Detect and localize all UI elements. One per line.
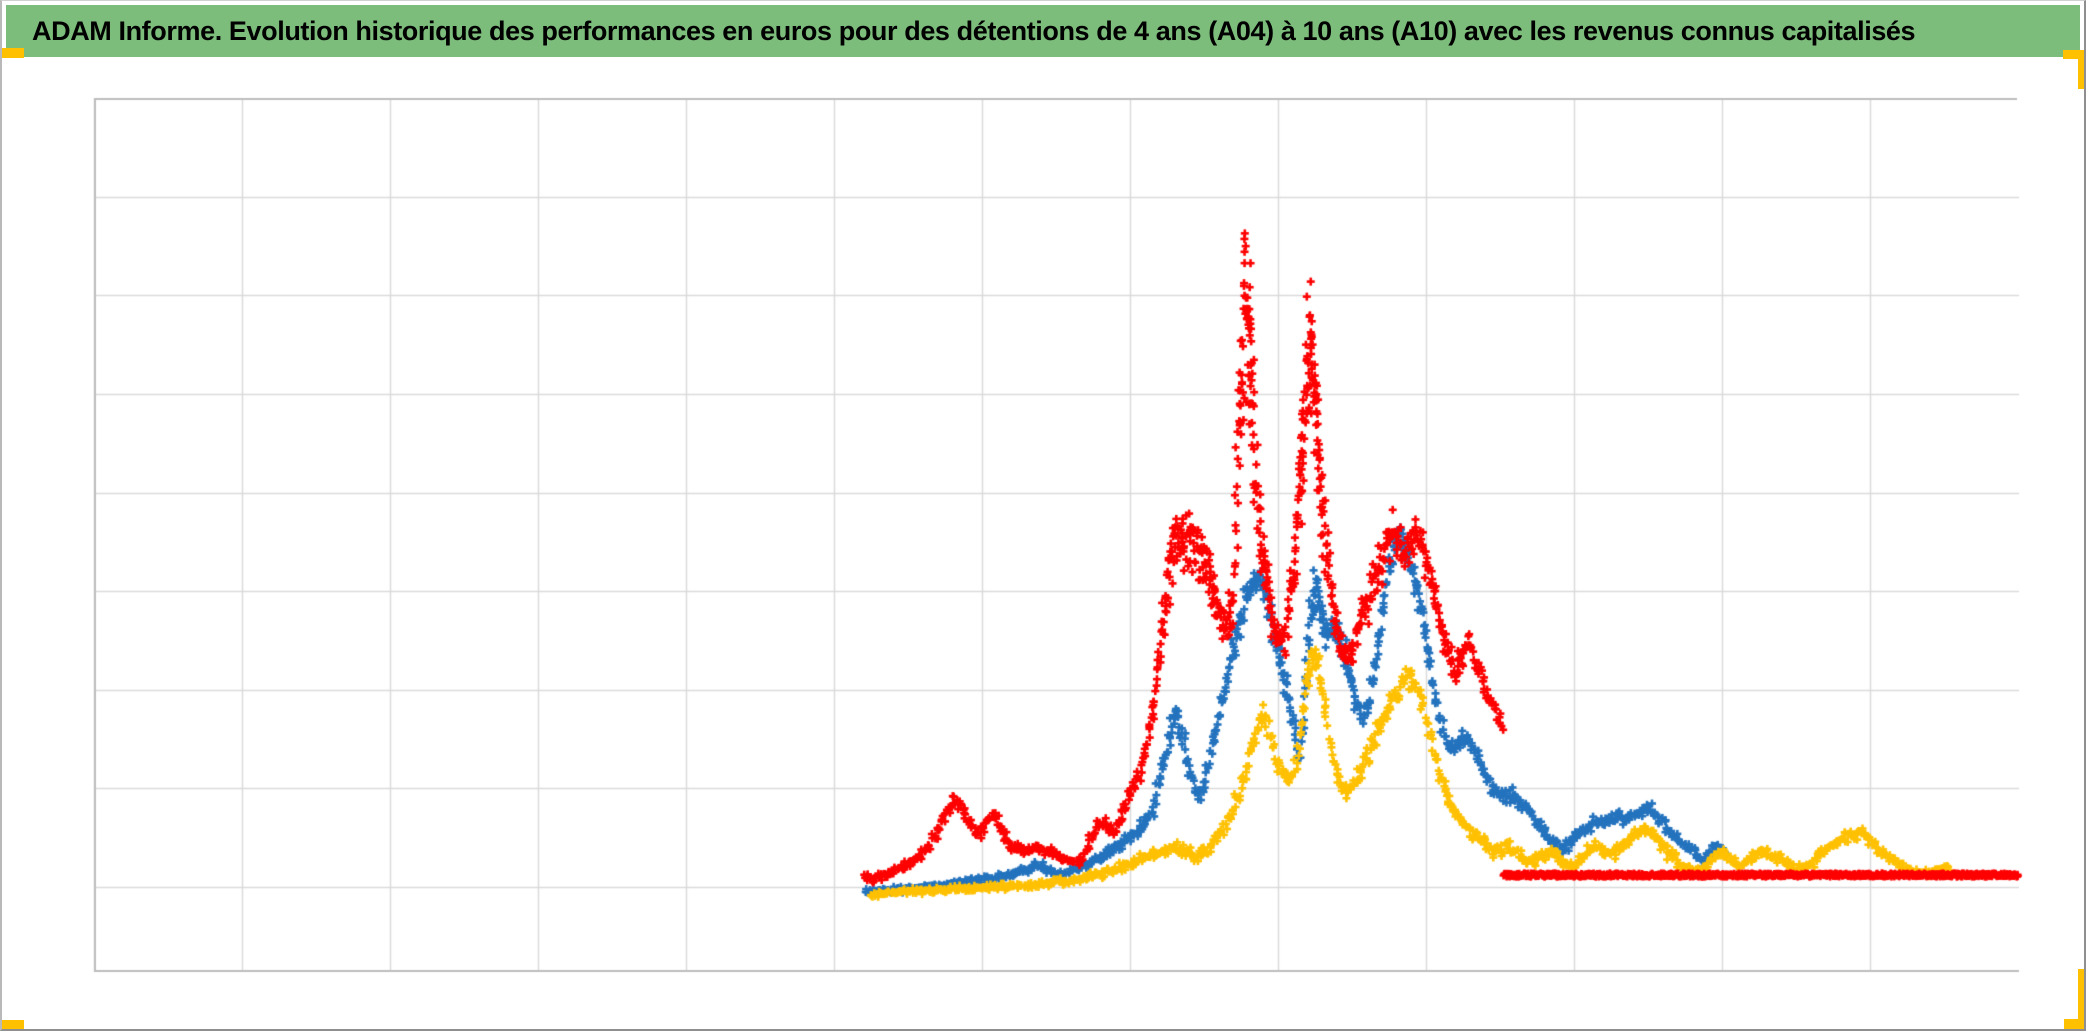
title-bar: ADAM Informe. Evolution historique des p… (6, 5, 2080, 57)
page-title: ADAM Informe. Evolution historique des p… (32, 15, 1916, 46)
corner-accent-top-right-bar (2063, 50, 2084, 59)
corner-accent-bottom-left (2, 1020, 24, 1029)
corner-accent-top-right-stem (2078, 50, 2084, 89)
corner-accent-bottom-right-bar (2064, 1019, 2084, 1029)
corner-accent-bottom-right-stem (2078, 969, 2084, 1029)
corner-accent-top-left (2, 48, 24, 58)
